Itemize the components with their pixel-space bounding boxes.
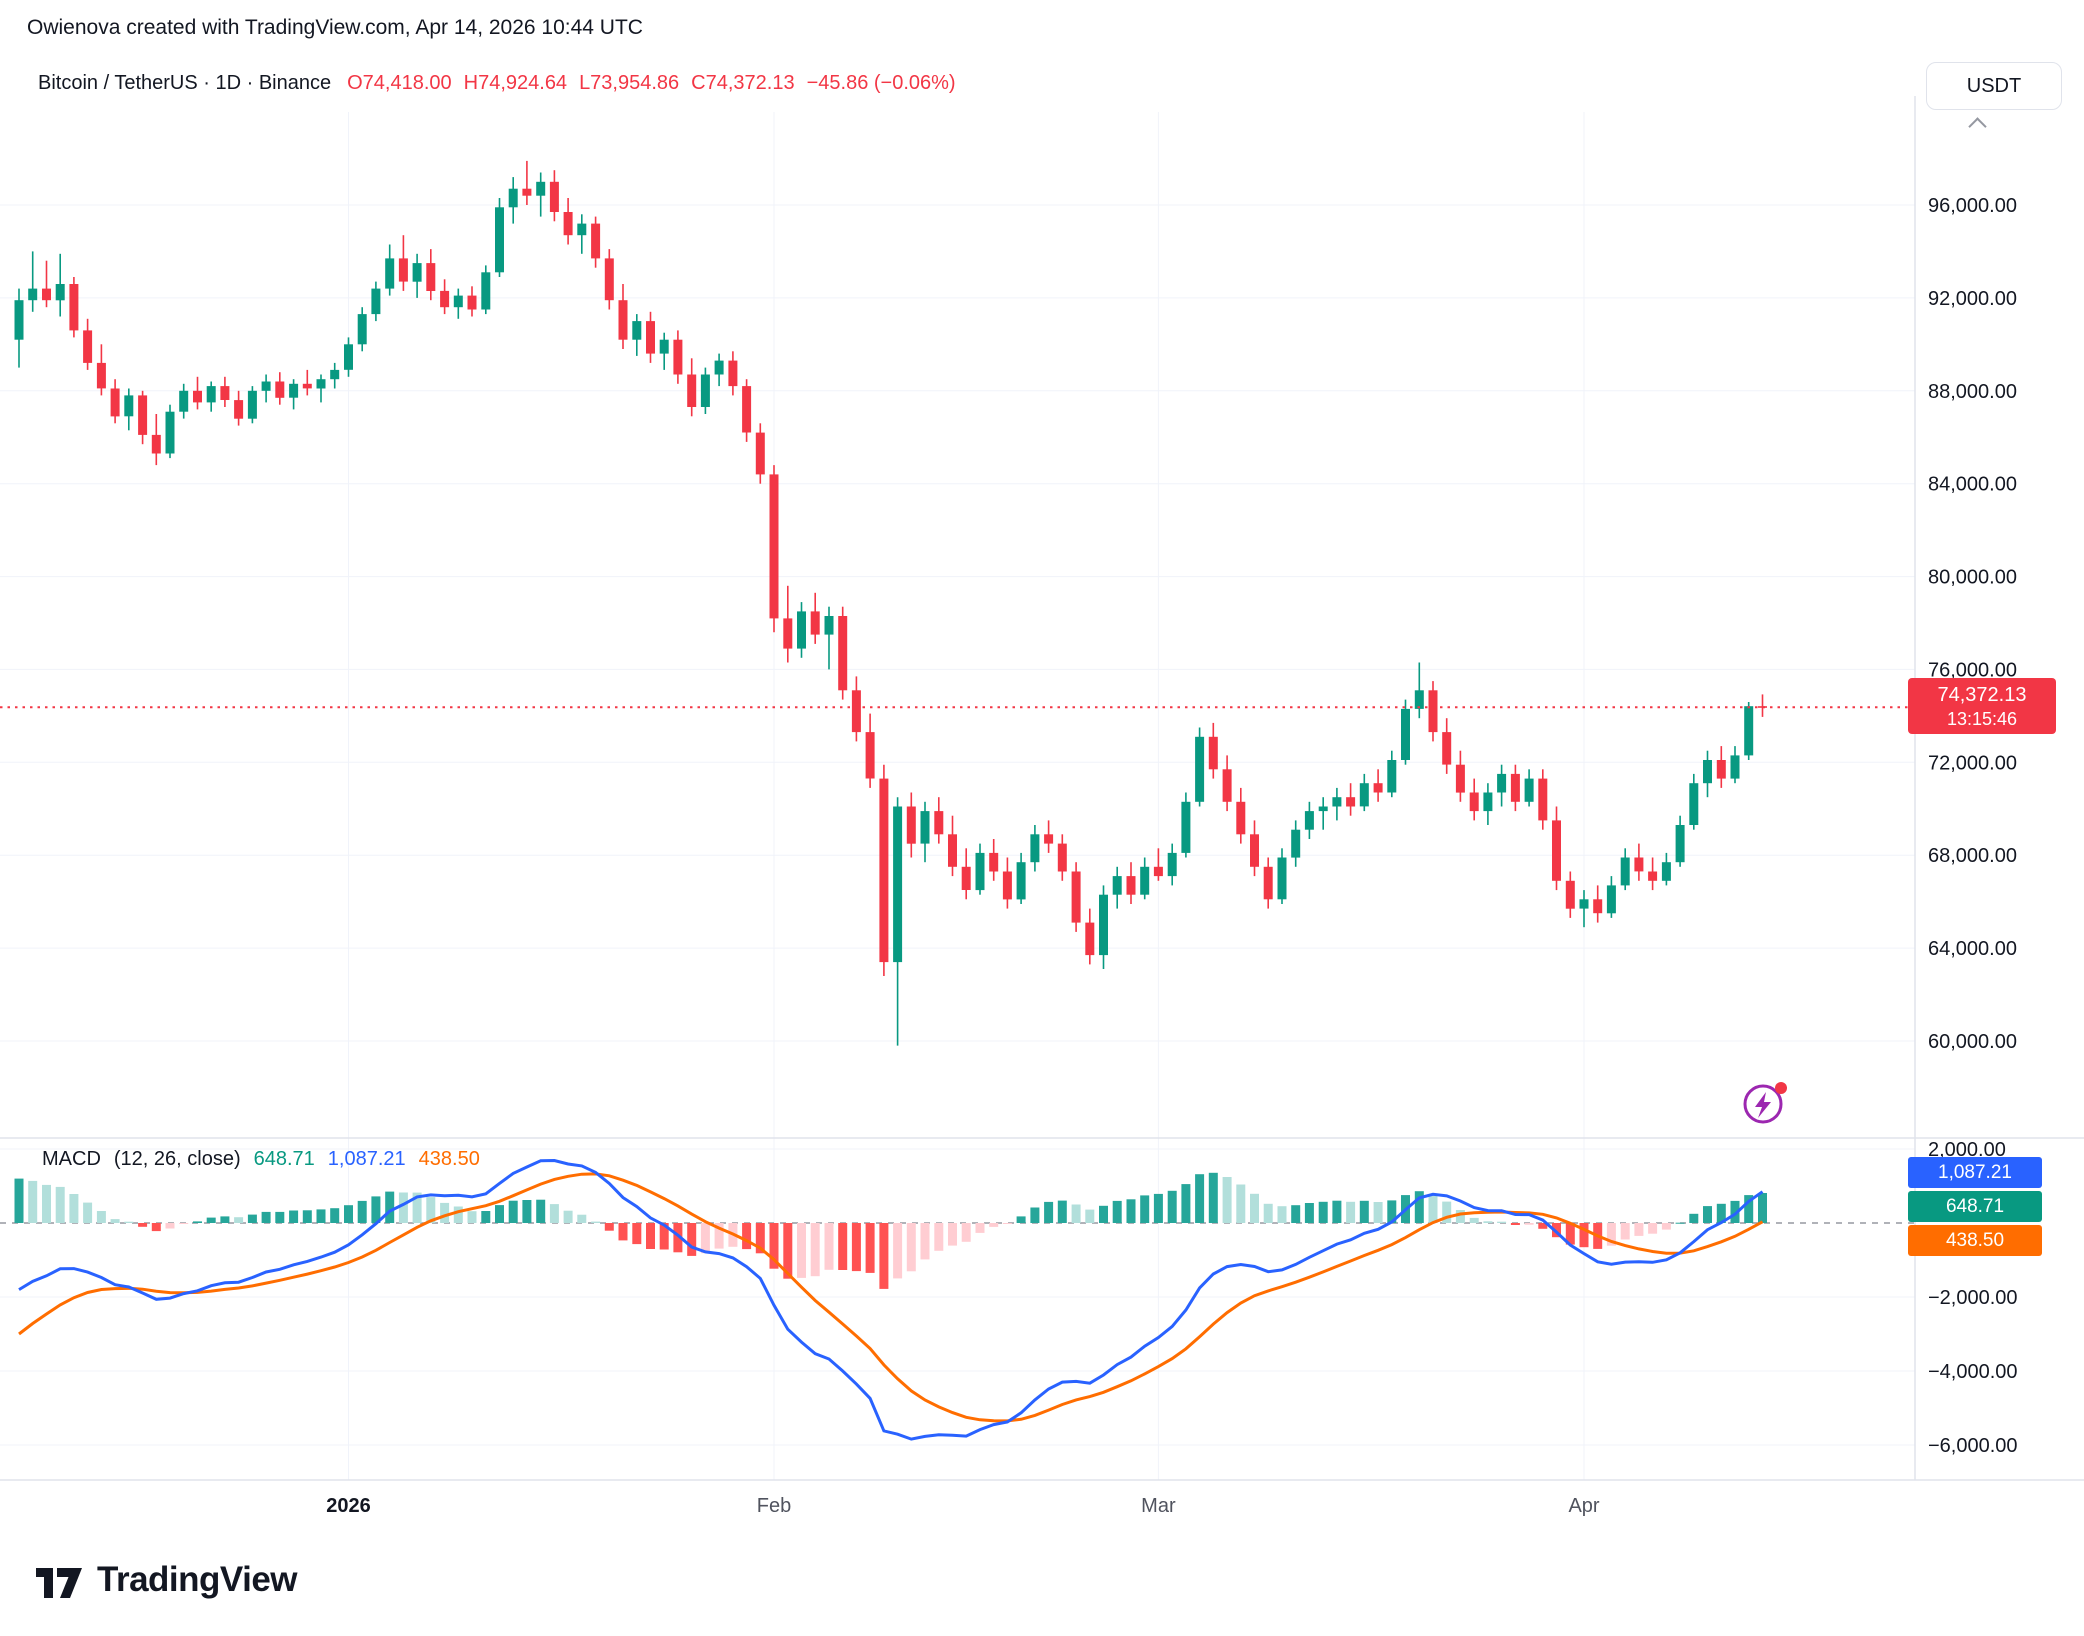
svg-text:76,000.00: 76,000.00	[1928, 659, 2017, 681]
time-axis-labels: 2026 Feb Mar Apr	[326, 1495, 1600, 1517]
change-value: −45.86 (−0.06%)	[806, 72, 956, 94]
svg-text:96,000.00: 96,000.00	[1928, 195, 2017, 217]
svg-text:84,000.00: 84,000.00	[1928, 474, 2017, 496]
macd-line	[18, 1158, 1764, 1441]
macd-signal-value-box: 438.50	[1908, 1225, 2042, 1256]
tradingview-logo[interactable]: TradingView	[36, 1560, 298, 1600]
currency-toggle-button[interactable]: USDT	[1926, 62, 2062, 110]
macd-line-current: 1,087.21	[327, 1148, 406, 1170]
brand-name: TradingView	[97, 1560, 298, 1599]
flash-events-icon[interactable]	[1740, 1078, 1790, 1133]
credit-line: Owienova created with TradingView.com, A…	[27, 16, 643, 39]
macd-histogram-current: 648.71	[253, 1148, 315, 1170]
macd-indicator-legend[interactable]: MACD (12, 26, close) 648.71 1,087.21 438…	[42, 1148, 480, 1171]
svg-text:92,000.00: 92,000.00	[1928, 288, 2017, 310]
svg-text:−4,000.00: −4,000.00	[1928, 1361, 2018, 1383]
bar-countdown: 13:15:46	[1946, 709, 2018, 729]
symbol-title[interactable]: Bitcoin / TetherUS · 1D · Binance	[38, 72, 332, 94]
tradingview-mark-icon	[36, 1568, 82, 1598]
symbol-bar: Bitcoin / TetherUS · 1D · Binance O74,41…	[38, 72, 956, 95]
open-value: O74,418.00	[347, 72, 452, 94]
macd-histogram-value-box: 648.71	[1908, 1191, 2042, 1222]
low-value: L73,954.86	[579, 72, 680, 94]
high-value: H74,924.64	[463, 72, 568, 94]
svg-text:Feb: Feb	[757, 1495, 791, 1517]
svg-text:2026: 2026	[326, 1495, 371, 1517]
macd-line-value-box: 1,087.21	[1908, 1157, 2042, 1188]
svg-text:72,000.00: 72,000.00	[1928, 752, 2017, 774]
ohlc-readout: O74,418.00 H74,924.64 L73,954.86 C74,372…	[347, 72, 955, 95]
last-price-label: 74,372.13 13:15:46	[1908, 678, 2056, 734]
macd-label[interactable]: MACD	[42, 1148, 101, 1170]
last-price-value: 74,372.13	[1937, 684, 2027, 706]
close-value: C74,372.13	[691, 72, 795, 94]
svg-text:Apr: Apr	[1568, 1495, 1599, 1517]
svg-text:Mar: Mar	[1141, 1495, 1176, 1517]
svg-text:2,000.00: 2,000.00	[1928, 1139, 2006, 1161]
macd-signal-current: 438.50	[418, 1148, 480, 1170]
price-axis-labels: 96,000.00 92,000.00 88,000.00 84,000.00 80,0…	[1928, 195, 2018, 1457]
svg-text:60,000.00: 60,000.00	[1928, 1031, 2017, 1053]
candles-layer	[14, 160, 1767, 1046]
svg-text:68,000.00: 68,000.00	[1928, 845, 2017, 867]
svg-text:88,000.00: 88,000.00	[1928, 381, 2017, 403]
svg-text:−6,000.00: −6,000.00	[1928, 1435, 2018, 1457]
macd-signal-line	[18, 1172, 1764, 1423]
svg-text:64,000.00: 64,000.00	[1928, 938, 2017, 960]
svg-text:−2,000.00: −2,000.00	[1928, 1287, 2018, 1309]
macd-histogram-layer	[14, 1172, 1767, 1289]
svg-text:80,000.00: 80,000.00	[1928, 567, 2017, 589]
macd-params: (12, 26, close)	[113, 1148, 241, 1170]
macd-pane	[0, 1158, 1915, 1441]
grid-layer	[0, 112, 1915, 1480]
